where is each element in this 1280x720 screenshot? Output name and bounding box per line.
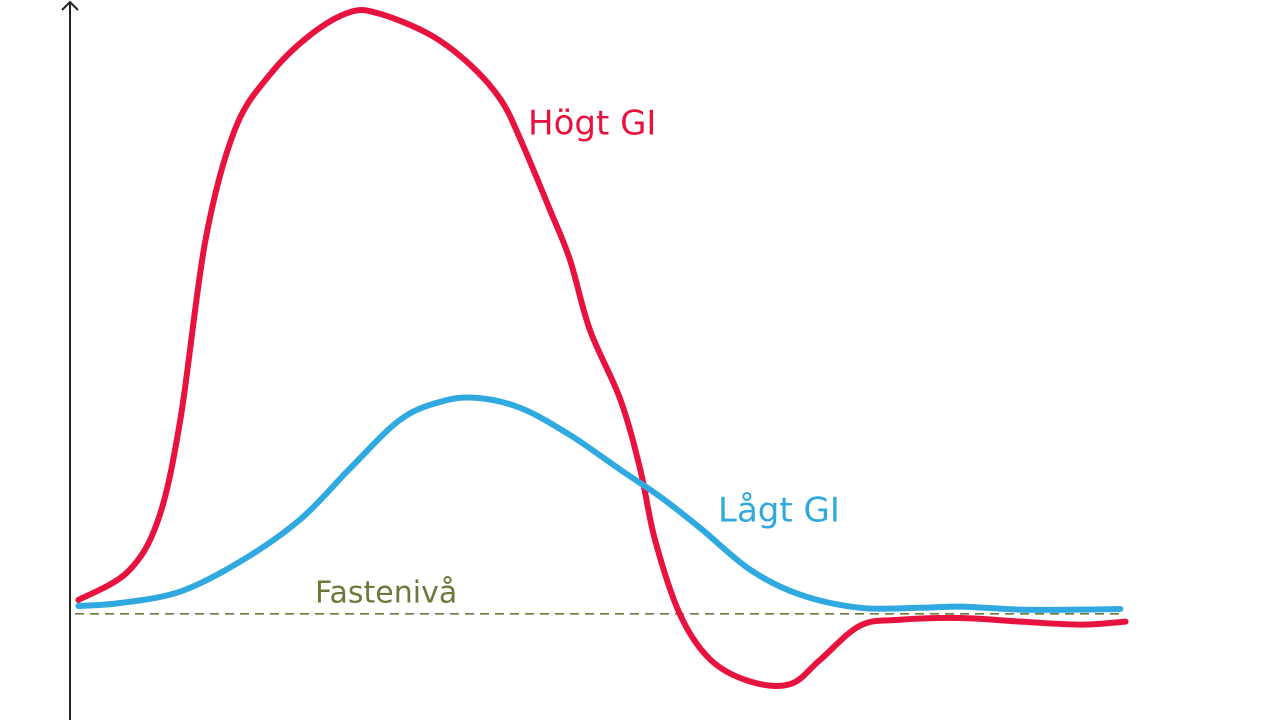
line — [75, 394, 1124, 613]
reference-label: Fastenivå — [315, 575, 457, 610]
series-label: Lågt GI — [718, 491, 840, 531]
y-axis-arrow — [61, 0, 79, 11]
line — [75, 7, 1129, 689]
series-label: Högt GI — [528, 104, 656, 144]
